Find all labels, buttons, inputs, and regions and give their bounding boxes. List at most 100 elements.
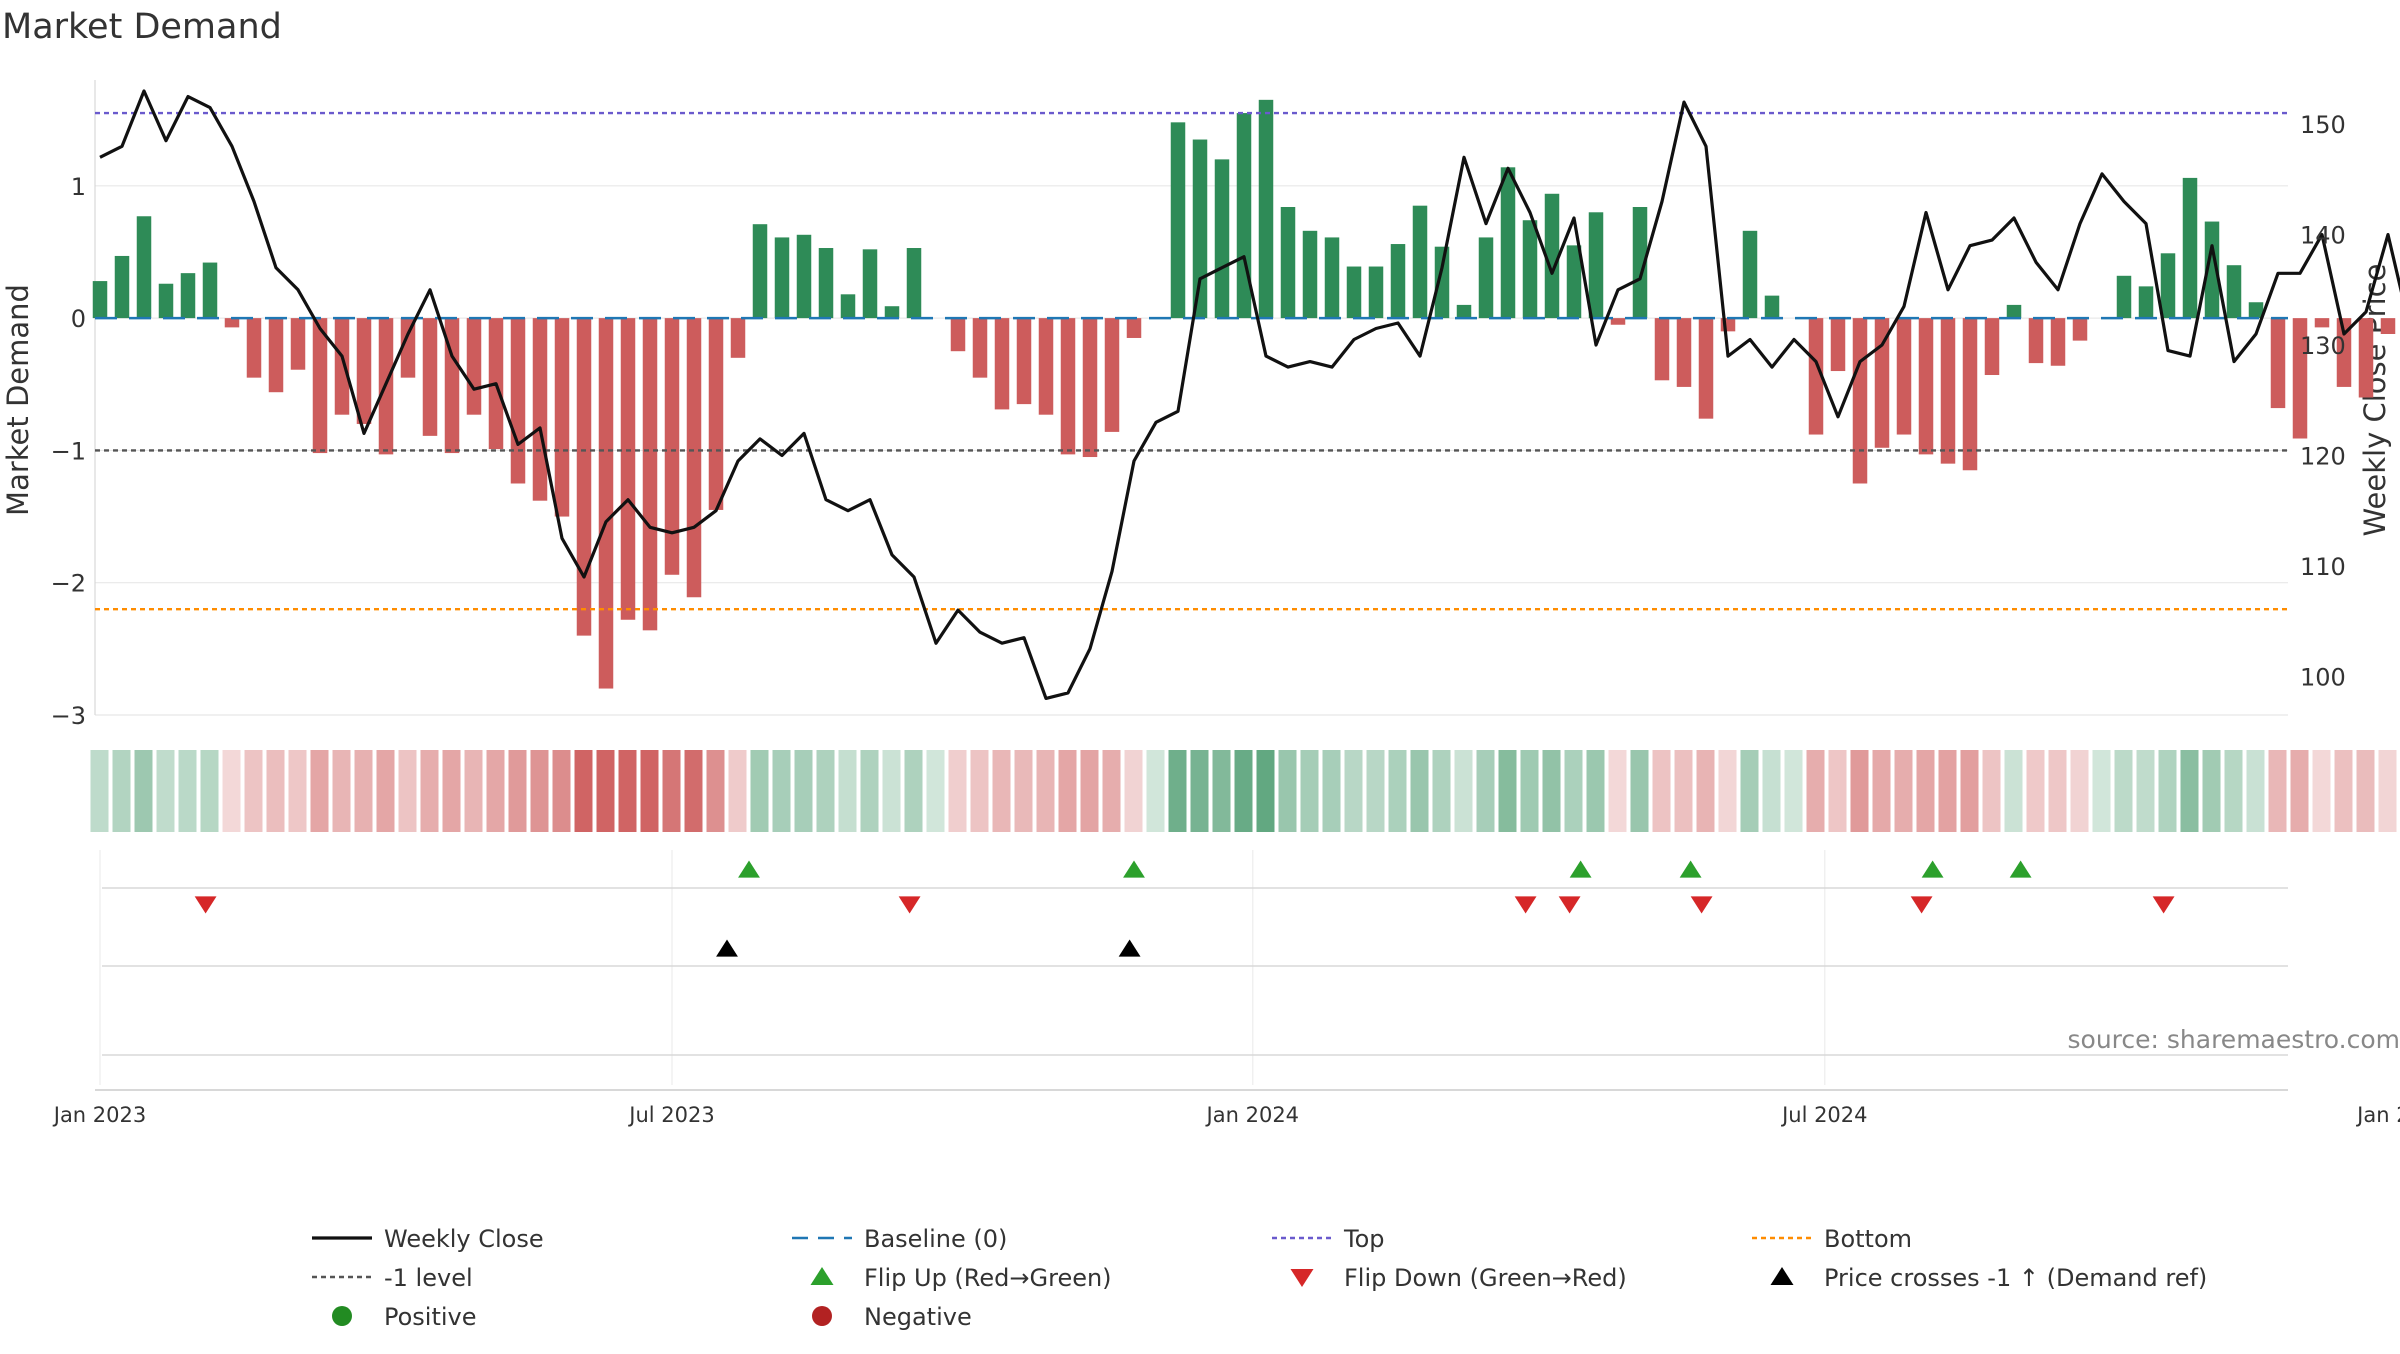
demand-bar (1105, 318, 1120, 432)
heat-cell (2005, 750, 2023, 832)
demand-bar (643, 318, 658, 630)
legend-label: Baseline (0) (864, 1225, 1007, 1253)
heat-cell (927, 750, 945, 832)
heat-cell (1125, 750, 1143, 832)
demand-bar (775, 237, 790, 318)
heat-cell (1279, 750, 1297, 832)
flip-down-marker (1691, 896, 1713, 913)
demand-bar (1941, 318, 1956, 464)
heat-cell (619, 750, 637, 832)
legend-item: Flip Down (Green→Red) (1291, 1264, 1627, 1292)
demand-bar (2139, 286, 2154, 318)
demand-bar (621, 318, 636, 620)
heat-cell (2027, 750, 2045, 832)
heat-cell (1807, 750, 1825, 832)
demand-bar (115, 256, 130, 318)
demand-bar (995, 318, 1010, 409)
y-left-tick-label: −3 (51, 702, 86, 730)
y-axis-left-label: Market Demand (1, 284, 35, 516)
legend-label: Flip Up (Red→Green) (864, 1264, 1112, 1292)
legend-item: Negative (812, 1303, 972, 1331)
heat-cell (1015, 750, 1033, 832)
heat-cell (1477, 750, 1495, 832)
heat-cell (795, 750, 813, 832)
heat-cell (289, 750, 307, 832)
heat-cell (311, 750, 329, 832)
demand-bar (1391, 244, 1406, 318)
x-tick-label: Jan 2023 (52, 1103, 147, 1127)
demand-bar (1215, 159, 1230, 318)
heat-cell (1983, 750, 2001, 832)
heat-cell (2071, 750, 2089, 832)
legend-item: Bottom (1752, 1225, 1912, 1253)
demand-bar (599, 318, 614, 688)
heat-cell (1257, 750, 1275, 832)
heat-cell (113, 750, 131, 832)
heat-cell (1081, 750, 1099, 832)
demand-bar (1743, 231, 1758, 318)
y-right-tick-label: 100 (2300, 663, 2346, 691)
heat-cell (949, 750, 967, 832)
demand-bar (753, 224, 768, 318)
heat-cell (1411, 750, 1429, 832)
legend-label: -1 level (384, 1264, 473, 1292)
demand-bar (93, 281, 108, 318)
heat-cell (663, 750, 681, 832)
y-left-tick-label: −2 (51, 570, 86, 598)
heat-cell (2269, 750, 2287, 832)
x-tick-label: Jan 2024 (1205, 1103, 1300, 1127)
heat-cell (993, 750, 1011, 832)
demand-bar (1061, 318, 1076, 454)
heat-cell (575, 750, 593, 832)
heat-cell (333, 750, 351, 832)
heat-cell (1323, 750, 1341, 832)
demand-bar (181, 273, 196, 318)
demand-bar (2183, 178, 2198, 318)
heat-cell (1675, 750, 1693, 832)
heat-cell (1719, 750, 1737, 832)
heat-cell (1433, 750, 1451, 832)
demand-bar (1083, 318, 1098, 457)
heat-cell (2357, 750, 2375, 832)
flip-up-marker (1922, 861, 1944, 878)
heat-cell (223, 750, 241, 832)
legend-swatch (812, 1306, 832, 1326)
y-right-tick-label: 120 (2300, 442, 2346, 470)
demand-bar (1413, 206, 1428, 318)
demand-bar (247, 318, 262, 378)
heat-cell (751, 750, 769, 832)
demand-bar (1237, 113, 1252, 318)
flip-down-marker (1559, 896, 1581, 913)
demand-bar (2381, 318, 2396, 334)
legend-item: Flip Up (Red→Green) (811, 1264, 1112, 1292)
heat-cell (553, 750, 571, 832)
y-left-tick-label: 1 (71, 173, 86, 201)
demand-bar (907, 248, 922, 318)
heat-cell (839, 750, 857, 832)
demand-bar (1831, 318, 1846, 371)
heat-cell (1697, 750, 1715, 832)
legend-label: Weekly Close (384, 1225, 544, 1253)
legend-swatch (1771, 1267, 1794, 1285)
heat-cell (1213, 750, 1231, 832)
demand-bar (1347, 267, 1362, 319)
demand-bar (731, 318, 746, 358)
heat-cell (641, 750, 659, 832)
flip-up-marker (1570, 861, 1592, 878)
demand-bar (1919, 318, 1934, 454)
legend-item: Positive (332, 1303, 477, 1331)
demand-bar (885, 306, 900, 318)
demand-bar (1457, 305, 1472, 318)
demand-bar (1017, 318, 1032, 404)
demand-bar (951, 318, 966, 351)
demand-bar (687, 318, 702, 597)
price-cross-marker (716, 940, 738, 957)
heat-cell (2203, 750, 2221, 832)
demand-bar (1523, 220, 1538, 318)
heat-cell (421, 750, 439, 832)
demand-bar (841, 294, 856, 318)
demand-bar (1127, 318, 1142, 338)
demand-bar (1281, 207, 1296, 318)
legend-label: Bottom (1824, 1225, 1912, 1253)
